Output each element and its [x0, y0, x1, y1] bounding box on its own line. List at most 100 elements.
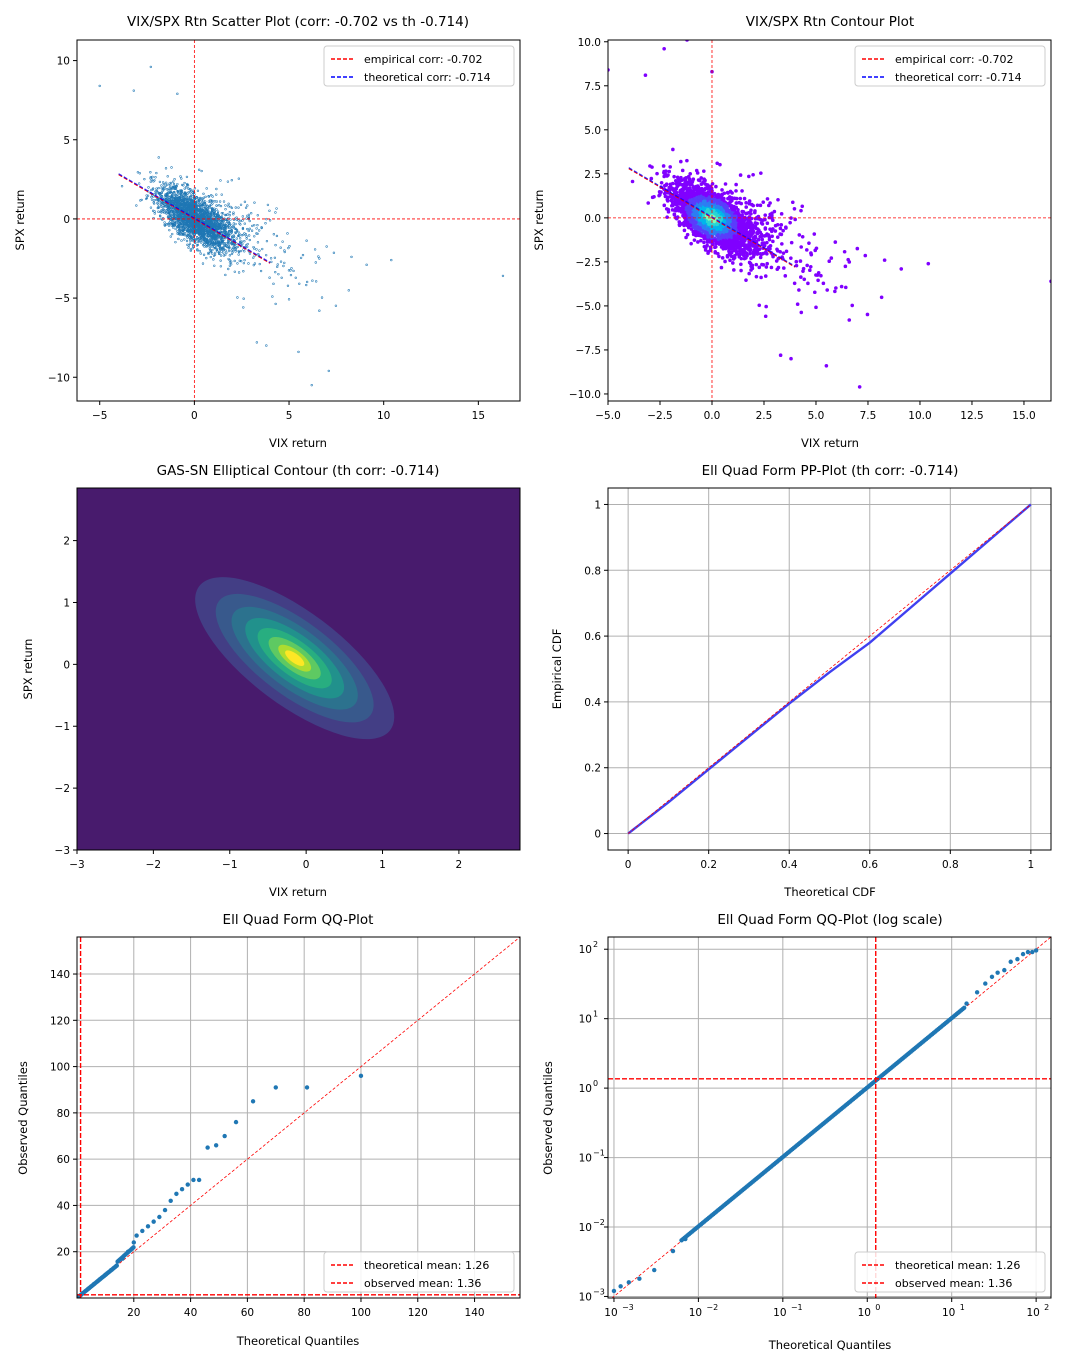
data-point	[221, 239, 225, 243]
data-point	[219, 259, 222, 262]
data-point	[181, 228, 184, 231]
data-point	[220, 246, 223, 249]
data-point	[676, 180, 681, 185]
data-point	[203, 237, 207, 240]
panel-4-xlabel: Theoretical CDF	[783, 885, 875, 899]
data-point	[234, 222, 237, 226]
data-point	[219, 204, 223, 208]
data-point	[154, 192, 158, 196]
data-point	[198, 229, 201, 233]
data-point	[208, 204, 211, 208]
data-point	[247, 213, 251, 217]
y-tick-label: −7.5	[576, 345, 602, 357]
data-point	[247, 215, 251, 218]
data-point	[224, 244, 228, 247]
data-point	[187, 206, 190, 209]
data-point	[172, 216, 176, 219]
data-point	[195, 195, 198, 199]
data-point	[219, 265, 223, 268]
data-point	[220, 193, 223, 196]
data-point	[242, 261, 246, 265]
data-point	[180, 225, 183, 229]
data-point	[239, 223, 242, 226]
data-point	[172, 192, 175, 195]
data-point	[186, 243, 189, 247]
data-point	[234, 206, 237, 209]
data-point	[227, 257, 230, 261]
data-point	[162, 202, 165, 205]
data-point	[179, 195, 182, 198]
data-point	[318, 309, 321, 312]
data-point	[298, 282, 301, 286]
data-point	[204, 229, 207, 232]
data-point	[247, 229, 250, 233]
data-point	[227, 220, 231, 224]
data-point	[196, 237, 199, 241]
data-point	[283, 261, 286, 265]
data-point	[170, 221, 174, 225]
data-point	[173, 192, 176, 195]
data-point	[232, 248, 236, 251]
data-point	[186, 202, 190, 206]
data-point	[234, 231, 237, 234]
data-point	[286, 232, 289, 235]
data-point	[182, 226, 185, 230]
data-point	[728, 258, 732, 263]
data-point	[169, 183, 172, 187]
data-point	[215, 221, 218, 225]
data-point	[169, 187, 173, 190]
data-point	[180, 215, 183, 218]
data-point	[183, 199, 186, 203]
data-point	[206, 234, 210, 237]
data-point	[238, 237, 242, 240]
data-point	[183, 187, 186, 190]
data-point	[160, 205, 163, 208]
data-point	[173, 187, 176, 191]
data-point	[210, 193, 213, 197]
data-point	[713, 250, 718, 254]
data-point	[161, 205, 164, 209]
data-point	[661, 164, 666, 168]
data-point	[167, 191, 170, 194]
data-point	[755, 227, 760, 231]
data-point	[152, 180, 155, 183]
data-point	[289, 269, 292, 272]
data-point	[242, 248, 245, 251]
panel-4-ylabel: Empirical CDF	[550, 629, 564, 710]
data-point	[201, 204, 204, 207]
data-point	[365, 263, 368, 267]
data-point	[206, 235, 210, 239]
x-tick-label: 5	[286, 410, 293, 422]
data-point	[740, 209, 744, 214]
data-point	[259, 269, 263, 273]
data-point	[180, 189, 183, 192]
data-point	[237, 230, 240, 234]
data-point	[239, 259, 243, 263]
data-point	[297, 350, 300, 354]
data-point	[275, 207, 278, 210]
data-point	[237, 234, 241, 237]
data-point	[678, 201, 682, 206]
y-tick-label: 5	[63, 135, 70, 147]
data-point	[765, 197, 770, 201]
data-point	[146, 194, 150, 197]
data-point	[193, 187, 197, 190]
data-point	[197, 207, 200, 211]
data-point	[222, 251, 225, 254]
data-point	[255, 248, 258, 251]
data-point	[239, 219, 242, 223]
data-point	[696, 178, 701, 182]
data-point	[150, 178, 154, 181]
x-tick-label: 7.5	[860, 410, 877, 422]
y-tick-label: 5.0	[584, 125, 601, 137]
data-point	[211, 241, 215, 245]
data-point	[230, 179, 234, 182]
data-point	[233, 227, 237, 230]
data-point	[162, 208, 166, 212]
data-point	[195, 214, 199, 217]
data-point	[243, 222, 246, 225]
data-point	[677, 208, 681, 213]
data-point	[202, 205, 206, 208]
data-point	[222, 223, 225, 227]
x-tick-label: 0.0	[704, 410, 721, 422]
